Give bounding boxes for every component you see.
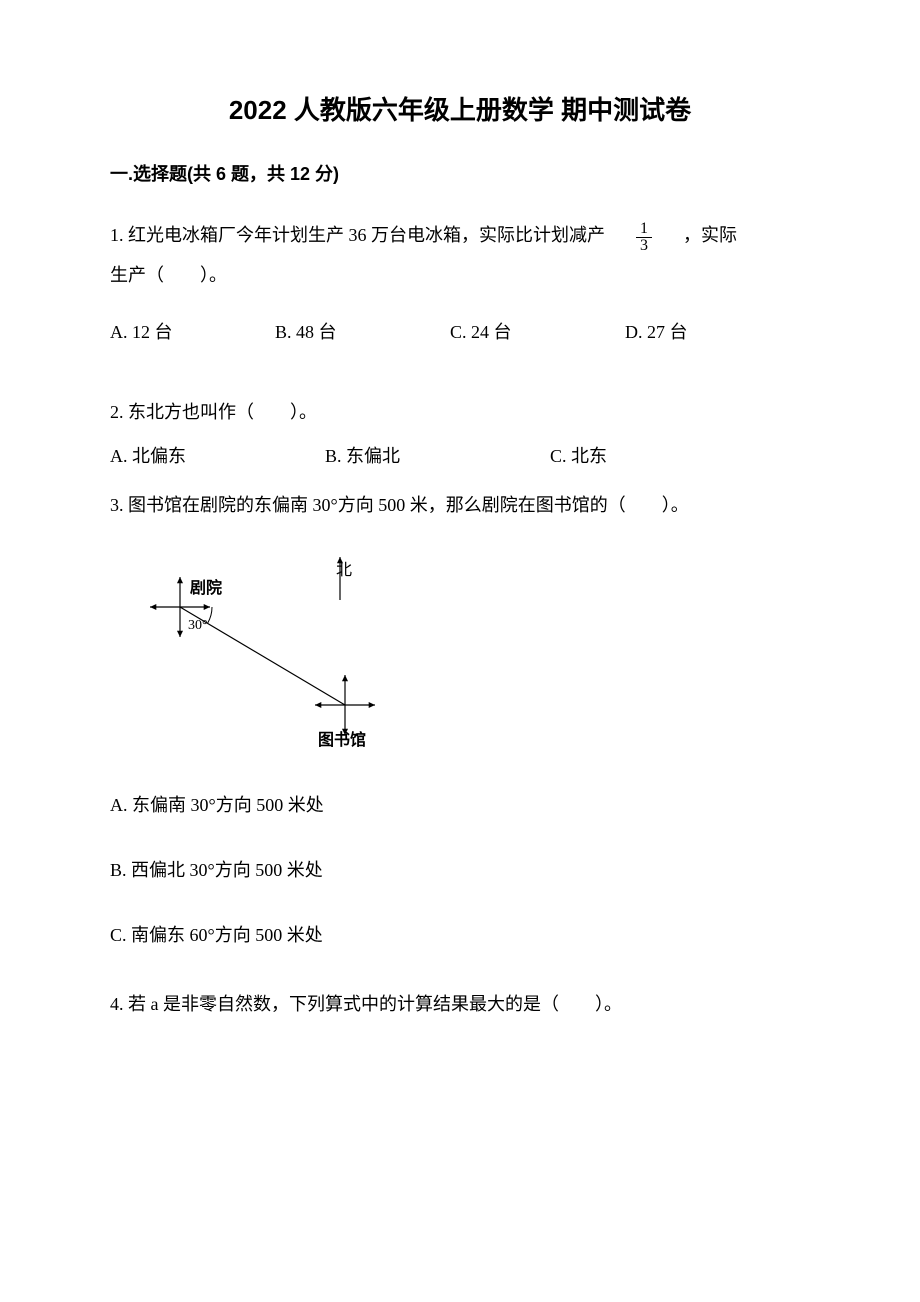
q3-diagram: 北剧院 30° 图书馆 (110, 545, 420, 755)
q3-option-a: A. 东偏南 30°方向 500 米处 (110, 791, 810, 820)
svg-text:图书馆: 图书馆 (318, 730, 366, 749)
svg-text:北: 北 (336, 561, 352, 579)
q2-option-b: B. 东偏北 (325, 442, 550, 471)
fraction-numerator: 1 (636, 221, 652, 238)
diagram-svg: 北剧院 30° 图书馆 (110, 545, 420, 755)
q1-option-a: A. 12 台 (110, 318, 275, 347)
q3-option-b: B. 西偏北 30°方向 500 米处 (110, 856, 810, 885)
question-4: 4. 若 a 是非零自然数，下列算式中的计算结果最大的是（ ）。 (110, 986, 810, 1022)
question-3: 3. 图书馆在剧院的东偏南 30°方向 500 米，那么剧院在图书馆的（ ）。 (110, 487, 810, 523)
q1-text-post: ，实际 (683, 225, 737, 245)
q1-text-pre: 1. 红光电冰箱厂今年计划生产 36 万台电冰箱，实际比计划减产 (110, 225, 605, 245)
section-header-1: 一.选择题(共 6 题，共 12 分) (110, 160, 810, 189)
q2-option-c: C. 北东 (550, 442, 607, 471)
svg-text:30°: 30° (188, 618, 208, 633)
q1-option-d: D. 27 台 (625, 318, 688, 347)
q2-options: A. 北偏东 B. 东偏北 C. 北东 (110, 442, 810, 471)
spacer (661, 225, 679, 245)
q1-text-line2: 生产（ ）。 (110, 265, 227, 285)
question-2: 2. 东北方也叫作（ ）。 (110, 394, 810, 430)
q2-option-a: A. 北偏东 (110, 442, 325, 471)
q1-fraction: 1 3 (636, 221, 652, 254)
svg-text:剧院: 剧院 (190, 578, 222, 597)
q3-option-c: C. 南偏东 60°方向 500 米处 (110, 921, 810, 950)
spacer (610, 225, 628, 245)
question-1: 1. 红光电冰箱厂今年计划生产 36 万台电冰箱，实际比计划减产 1 3 ，实际… (110, 216, 810, 295)
q1-options: A. 12 台 B. 48 台 C. 24 台 D. 27 台 (110, 318, 810, 347)
q1-option-b: B. 48 台 (275, 318, 450, 347)
q1-option-c: C. 24 台 (450, 318, 625, 347)
spacer (110, 380, 810, 394)
fraction-denominator: 3 (636, 238, 652, 254)
page-title: 2022 人教版六年级上册数学 期中测试卷 (110, 90, 810, 132)
